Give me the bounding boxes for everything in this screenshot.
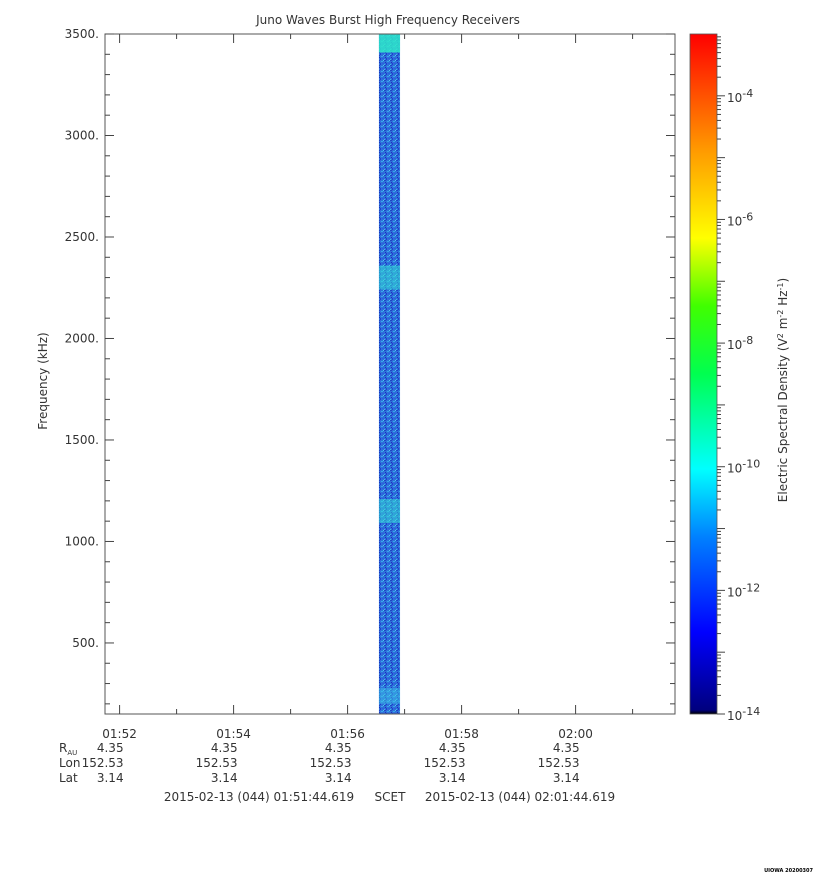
chart-title: Juno Waves Burst High Frequency Receiver… — [255, 13, 520, 27]
x-axis: 01:52 01:54 01:56 01:58 02:00 — [102, 34, 634, 741]
ephemeris-row-label: Lat — [59, 771, 78, 785]
time-start: 2015-02-13 (044) 01:51:44.619 — [164, 790, 354, 804]
data-band-fill — [378, 34, 401, 714]
data-band-highlight — [378, 499, 401, 524]
x-tick-label: 01:52 — [102, 727, 137, 741]
colorbar — [689, 33, 718, 715]
x-tick-label: 01:54 — [216, 727, 251, 741]
ephemeris-value: 3.14 — [325, 771, 352, 785]
colorbar-tick-label: 10-4 — [727, 87, 753, 105]
colorbar-label: Electric Spectral Density (V2 m-2 Hz-1) — [776, 278, 790, 502]
ephemeris-value: 3.14 — [439, 771, 466, 785]
y-tick-label: 1500. — [65, 433, 99, 447]
data-band — [378, 34, 401, 714]
ephemeris-value: 4.35 — [97, 741, 124, 755]
ephemeris-value: 152.53 — [310, 756, 352, 770]
stamp-text: UIOWA 20200307 — [764, 868, 813, 874]
x-tick-label: 01:58 — [444, 727, 479, 741]
y-tick-label: 500. — [72, 636, 99, 650]
ephemeris-row-label: Lon — [59, 756, 80, 770]
y-axis-label: Frequency (kHz) — [36, 332, 50, 429]
ephemeris-value: 4.35 — [439, 741, 466, 755]
ephemeris-value: 4.35 — [325, 741, 352, 755]
data-band-top-highlight — [378, 34, 401, 53]
data-band-highlight — [378, 687, 401, 704]
y-tick-label: 3000. — [65, 128, 99, 142]
x-tick-label: 01:56 — [330, 727, 365, 741]
colorbar-axis: 10-4 10-6 10-8 10-10 10-12 10-14 — [717, 36, 760, 723]
time-end: 2015-02-13 (044) 02:01:44.619 — [425, 790, 615, 804]
y-tick-label: 2000. — [65, 331, 99, 345]
colorbar-tick-label: 10-6 — [727, 210, 753, 228]
y-axis: 500. 1000. 1500. 2000. 2500. 3000. 3500. — [65, 27, 675, 705]
colorbar-tick-label: 10-10 — [727, 458, 760, 476]
ephemeris-value: 3.14 — [211, 771, 238, 785]
y-tick-label: 3500. — [65, 27, 99, 41]
ephemeris-value: 152.53 — [196, 756, 238, 770]
y-tick-label: 1000. — [65, 534, 99, 548]
y-tick-label: 2500. — [65, 230, 99, 244]
ephemeris-value: 152.53 — [82, 756, 124, 770]
ephemeris-row-label: RAU — [59, 741, 77, 757]
time-frame: SCET — [375, 790, 407, 804]
ephemeris-value: 3.14 — [553, 771, 580, 785]
ephemeris-value: 152.53 — [538, 756, 580, 770]
ephemeris-value: 4.35 — [553, 741, 580, 755]
data-band-highlight — [378, 265, 401, 290]
ephemeris-value: 152.53 — [424, 756, 466, 770]
x-tick-label: 02:00 — [558, 727, 593, 741]
time-range-line: 2015-02-13 (044) 01:51:44.619 SCET 2015-… — [164, 790, 615, 804]
colorbar-tick-label: 10-12 — [727, 581, 760, 599]
ephemeris-value: 3.14 — [97, 771, 124, 785]
ephemeris-value: 4.35 — [211, 741, 238, 755]
colorbar-tick-label: 10-14 — [727, 705, 760, 723]
colorbar-tick-label: 10-8 — [727, 334, 753, 352]
